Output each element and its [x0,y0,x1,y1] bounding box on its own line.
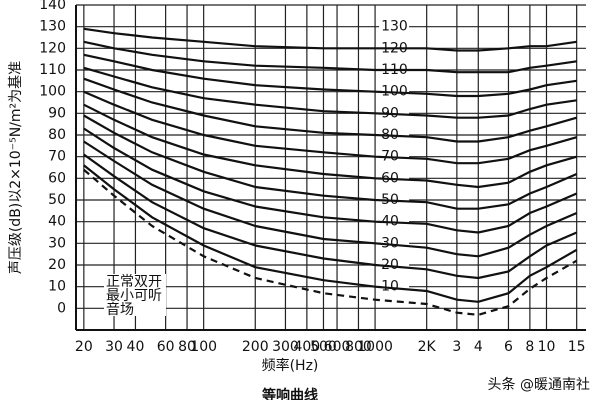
x-tick-label: 6 [504,339,513,355]
x-tick-label: 80 [178,339,196,355]
y-tick-label: 130 [39,19,66,35]
x-tick-label: 100 [190,339,217,355]
x-tick-label: 20 [75,339,93,355]
x-tick-label: 600 [324,339,351,355]
y-tick-label: 30 [48,235,66,251]
x-tick-label: 800 [345,339,372,355]
annotation: 最小可听 [106,288,162,304]
y-tick-label: 90 [48,105,66,121]
y-tick-label: 100 [39,84,66,100]
curve [83,140,578,258]
curve [83,153,578,280]
curve [83,90,578,165]
label-bg [379,235,410,252]
y-tick-label: 110 [39,62,66,78]
y-axis-label: 声压级(dB)以2×10⁻⁵N/m²为基准 [7,61,24,274]
x-tick-label: 10 [538,339,556,355]
x-axis-label: 频率(Hz) [262,357,319,374]
curve [83,103,578,189]
x-tick-label: 500 [310,339,337,355]
x-tick-label: 40 [127,339,145,355]
x-tick-label: 2K [418,339,437,355]
label-bg [379,18,410,35]
y-tick-label: 60 [48,170,66,186]
y-tick-label: 70 [48,149,66,165]
curve [83,168,578,316]
x-tick-label: 1000 [357,339,393,355]
annotation: 音场 [106,301,134,318]
x-tick-label: 30 [105,339,123,355]
y-tick-label: 140 [39,0,66,13]
y-tick-label: 30 [381,235,399,251]
x-tick-label: 15 [568,339,586,355]
curve [83,114,578,210]
x-tick-label: 8 [525,339,534,355]
curve [83,164,578,303]
x-tick-label: 3 [452,339,461,355]
annotation: 正常双开 [106,274,162,290]
y-tick-label: 40 [48,214,66,230]
x-tick-label: 60 [157,339,175,355]
curve [83,27,577,52]
y-tick-label: 10 [48,279,66,295]
y-tick-label: 120 [39,40,66,56]
y-tick-label: 130 [381,19,408,35]
label-bg [104,302,166,316]
x-tick-label: 300 [272,339,299,355]
y-tick-label: 10 [381,279,399,295]
label-bg [104,274,166,288]
x-tick-label: 4 [474,339,483,355]
label-bg [104,288,166,302]
curve [83,53,577,98]
y-tick-label: 20 [381,257,399,273]
y-tick-label: 20 [48,257,66,273]
chart-title: 等响曲线 [262,387,318,400]
x-tick-label: 200 [242,339,269,355]
watermark: 头条 @暖通南社 [488,376,590,393]
curve [83,40,577,74]
curve [83,127,578,234]
label-bg [379,257,410,273]
y-tick-label: 50 [48,192,66,208]
y-tick-label: 80 [48,127,66,143]
y-tick-label: 0 [57,300,66,316]
curve [83,66,577,119]
curve [83,77,578,143]
label-bg [379,278,410,295]
x-tick-label: 400 [293,339,320,355]
